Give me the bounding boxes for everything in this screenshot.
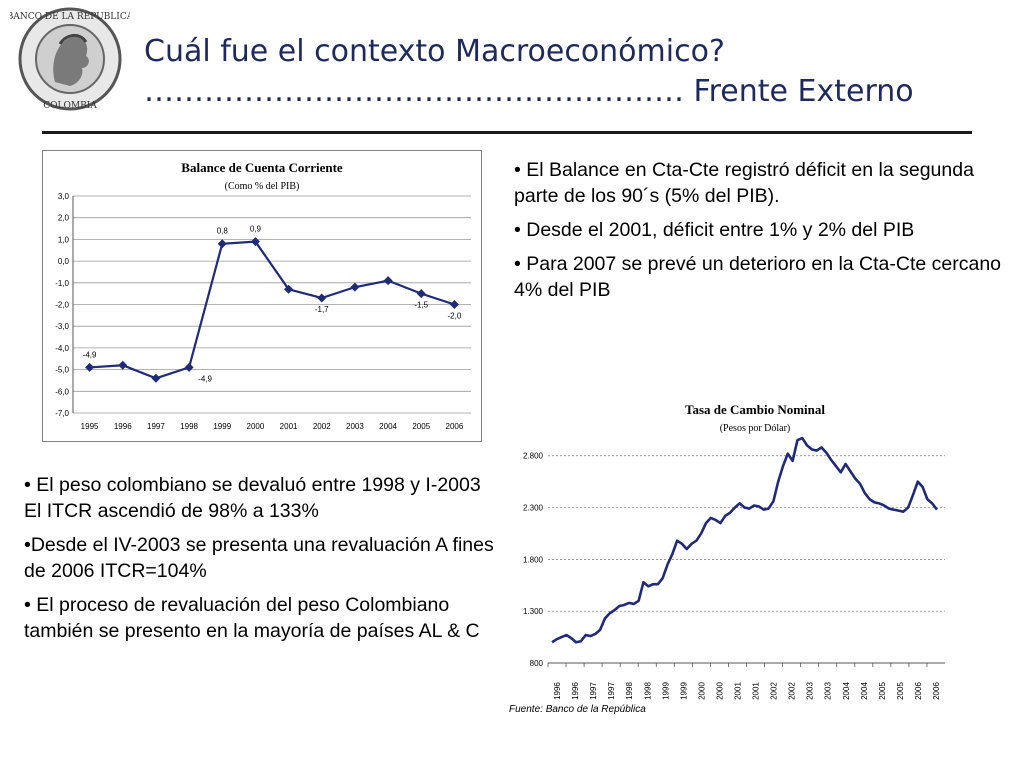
data-point — [317, 293, 327, 303]
y-tick-label: -6,0 — [55, 387, 69, 396]
data-point — [184, 362, 194, 372]
y-tick-label: 3,0 — [58, 192, 70, 201]
y-tick-label: -3,0 — [55, 322, 69, 331]
series-line — [551, 436, 939, 644]
chart-subtitle: (Como % del PIB) — [225, 181, 300, 192]
data-point — [350, 282, 360, 292]
data-label: -1,7 — [315, 305, 329, 314]
x-tick-label: 1998 — [643, 682, 652, 700]
bullet-item: • Desde el 2001, déficit entre 1% y 2% d… — [514, 219, 915, 241]
chart-title: Balance de Cuenta Corriente — [181, 160, 343, 175]
exchange-rate-bullets: • El peso colombiano se devaluó entre 19… — [24, 472, 499, 652]
banco-republica-logo: BANCO DE LA REPUBLICA COLOMBIA — [10, 7, 130, 111]
y-tick-label: 2.300 — [523, 504, 544, 513]
x-tick-label: 2006 — [446, 422, 464, 431]
x-tick-label: 2006 — [932, 682, 941, 700]
title-divider — [42, 131, 972, 134]
data-point — [383, 276, 393, 286]
bullet-item: •Desde el IV-2003 se presenta una revalu… — [24, 534, 494, 582]
x-tick-label: 2002 — [770, 682, 779, 700]
data-point — [250, 237, 260, 247]
x-tick-label: 2004 — [842, 682, 851, 700]
bullet-item: • Para 2007 se prevé un deterioro en la … — [514, 253, 1002, 301]
title-line-1: Cuál fue el contexto Macroeconómico? — [144, 34, 725, 69]
x-tick-label: 1996 — [571, 682, 580, 700]
svg-text:BANCO DE LA REPUBLICA: BANCO DE LA REPUBLICA — [10, 12, 130, 22]
title-line-2: ……………………………………………… Frente Externo — [144, 74, 914, 109]
data-label: -2,0 — [448, 312, 462, 321]
y-tick-label: 0,0 — [58, 257, 70, 266]
data-label: -4,9 — [83, 350, 97, 359]
x-tick-label: 2000 — [715, 682, 724, 700]
x-tick-label: 1999 — [213, 422, 231, 431]
y-tick-label: -1,0 — [55, 279, 69, 288]
data-point — [151, 373, 161, 383]
x-tick-label: 2000 — [697, 682, 706, 700]
x-tick-label: 2001 — [752, 682, 761, 700]
current-account-bullets: • El Balance en Cta-Cte registró déficit… — [514, 157, 1009, 311]
y-tick-label: 2,0 — [58, 214, 70, 223]
x-tick-label: 2004 — [379, 422, 397, 431]
exchange-rate-chart: Tasa de Cambio Nominal (Pesos por Dólar) 2… — [523, 402, 945, 700]
x-tick-label: 1999 — [661, 682, 670, 700]
x-tick-label: 2001 — [733, 682, 742, 700]
x-tick-label: 2005 — [878, 682, 887, 700]
x-tick-label: 1999 — [679, 682, 688, 700]
data-point — [118, 360, 128, 370]
x-tick-label: 2006 — [914, 682, 923, 700]
x-tick-label: 2000 — [247, 422, 265, 431]
x-tick-label: 1997 — [607, 682, 616, 700]
data-point — [85, 362, 95, 372]
y-tick-label: -4,0 — [55, 344, 69, 353]
series-line — [89, 240, 455, 380]
slide-title: Cuál fue el contexto Macroeconómico? ………… — [144, 32, 914, 112]
x-tick-label: 2003 — [824, 682, 833, 700]
y-tick-label: -2,0 — [55, 301, 69, 310]
x-tick-label: 1998 — [180, 422, 198, 431]
x-tick-label: 1998 — [625, 682, 634, 700]
x-tick-label: 2005 — [412, 422, 430, 431]
data-label: -4,9 — [198, 374, 212, 383]
current-account-chart-frame: Balance de Cuenta Corriente (Como % del P… — [42, 150, 482, 442]
x-tick-label: 2002 — [788, 682, 797, 700]
y-tick-label: -5,0 — [55, 366, 69, 375]
x-tick-label: 1997 — [147, 422, 165, 431]
data-label: 0,8 — [217, 227, 229, 236]
y-tick-label: 1.300 — [523, 607, 544, 616]
x-tick-label: 2002 — [313, 422, 331, 431]
x-tick-label: 1996 — [114, 422, 132, 431]
bullet-item: • El proceso de revaluación del peso Col… — [24, 594, 480, 642]
x-tick-label: 2003 — [806, 682, 815, 700]
y-tick-label: 1.800 — [523, 555, 544, 564]
chart-source: Fuente: Banco de la República — [509, 704, 646, 715]
y-tick-label: 1,0 — [58, 235, 70, 244]
bullet-item: • El peso colombiano se devaluó entre 19… — [24, 474, 481, 522]
data-point — [284, 284, 294, 294]
x-tick-label: 1997 — [589, 682, 598, 700]
chart-title: Tasa de Cambio Nominal — [685, 402, 825, 417]
data-label: 0,9 — [250, 225, 262, 234]
chart-subtitle: (Pesos por Dólar) — [720, 423, 791, 434]
svg-text:COLOMBIA: COLOMBIA — [43, 101, 97, 111]
data-point — [217, 239, 227, 249]
data-point — [416, 289, 426, 299]
y-tick-label: 800 — [530, 659, 544, 668]
x-tick-label: 2004 — [860, 682, 869, 700]
current-account-chart: Balance de Cuenta Corriente (Como % del P… — [55, 160, 471, 431]
x-tick-label: 2003 — [346, 422, 364, 431]
y-tick-label: 2.800 — [523, 452, 544, 461]
x-tick-label: 1995 — [81, 422, 99, 431]
x-tick-label: 2005 — [896, 682, 905, 700]
x-tick-label: 2001 — [280, 422, 298, 431]
x-tick-label: 1996 — [553, 682, 562, 700]
data-point — [449, 300, 459, 309]
data-label: -1,5 — [414, 301, 428, 310]
bullet-item: • El Balance en Cta-Cte registró déficit… — [514, 159, 974, 207]
y-tick-label: -7,0 — [55, 409, 69, 418]
